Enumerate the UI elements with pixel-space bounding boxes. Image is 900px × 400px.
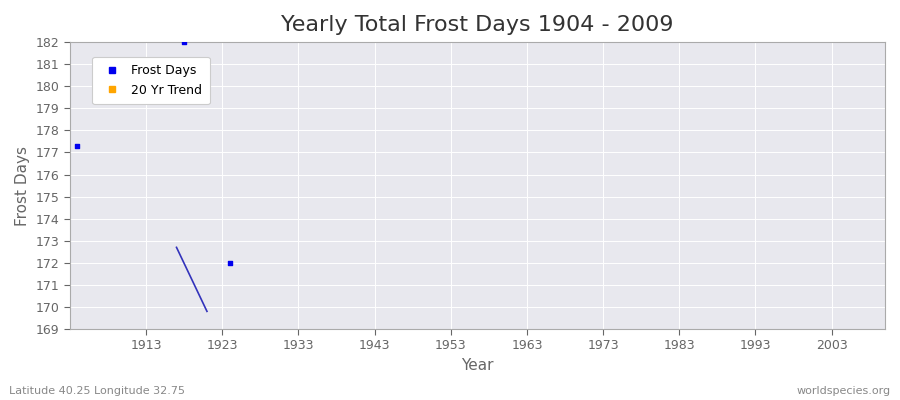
Point <box>108 83 122 90</box>
Y-axis label: Frost Days: Frost Days <box>15 146 30 226</box>
X-axis label: Year: Year <box>461 358 494 373</box>
Point <box>222 260 237 266</box>
Point <box>177 39 192 45</box>
Text: worldspecies.org: worldspecies.org <box>796 386 891 396</box>
Text: Latitude 40.25 Longitude 32.75: Latitude 40.25 Longitude 32.75 <box>9 386 185 396</box>
Legend: Frost Days, 20 Yr Trend: Frost Days, 20 Yr Trend <box>93 57 210 104</box>
Point <box>70 143 85 149</box>
Title: Yearly Total Frost Days 1904 - 2009: Yearly Total Frost Days 1904 - 2009 <box>281 15 674 35</box>
